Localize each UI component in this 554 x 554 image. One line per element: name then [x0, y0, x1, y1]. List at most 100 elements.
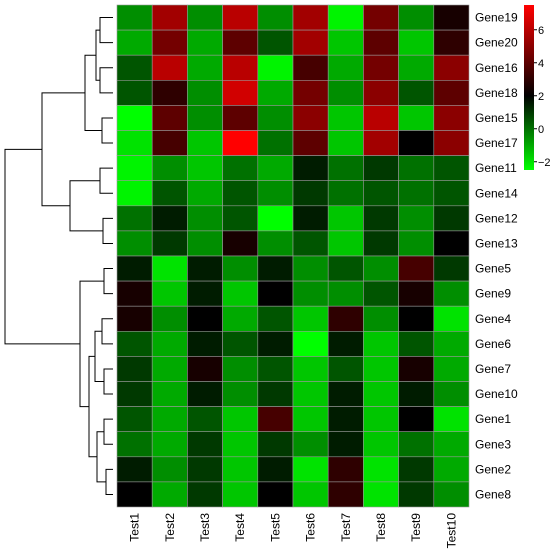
- heatmap-cell: [292, 54, 329, 81]
- column-label: Test7: [339, 513, 353, 542]
- heatmap-cell: [327, 255, 364, 282]
- heatmap-cell: [292, 205, 329, 232]
- heatmap-cell: [363, 255, 399, 282]
- heatmap-cell: [398, 230, 435, 257]
- heatmap-cell: [292, 431, 329, 458]
- heatmap-cell: [433, 431, 470, 458]
- heatmap-cell: [151, 406, 188, 433]
- heatmap-cell: [222, 406, 259, 433]
- heatmap-cell: [433, 381, 470, 407]
- heatmap-cell: [363, 356, 399, 382]
- row-label: Gene19: [475, 11, 518, 25]
- heatmap-cell: [222, 230, 259, 257]
- heatmap-cell: [363, 230, 399, 257]
- heatmap-cell: [433, 356, 470, 382]
- heatmap-cell: [327, 29, 364, 56]
- heatmap-cell: [116, 431, 153, 458]
- heatmap-cell: [116, 80, 153, 106]
- heatmap-cell: [433, 205, 470, 232]
- heatmap-cell: [257, 255, 294, 282]
- heatmap-cell: [187, 456, 223, 483]
- heatmap-cell: [222, 54, 259, 81]
- heatmap-cell: [433, 456, 470, 483]
- heatmap-cell: [398, 180, 435, 207]
- heatmap-cell: [187, 280, 223, 307]
- heatmap-cell: [222, 280, 259, 307]
- heatmap-cell: [116, 105, 153, 131]
- heatmap-cell: [363, 130, 399, 156]
- heatmap-cell: [327, 305, 364, 332]
- dendrogram-link: [88, 355, 97, 458]
- heatmap-cell: [398, 280, 435, 307]
- heatmap-cell: [398, 406, 435, 433]
- heatmap-cell: [363, 481, 399, 508]
- dendrogram-link: [79, 280, 104, 408]
- heatmap-cell: [151, 130, 188, 156]
- heatmap-cell: [257, 330, 294, 357]
- heatmap-cell: [187, 130, 223, 156]
- heatmap-cell: [292, 4, 329, 31]
- colorbar-legend: −2 0 2 4 6: [524, 5, 551, 170]
- heatmap-cell: [222, 431, 259, 458]
- heatmap-cell: [398, 305, 435, 332]
- heatmap-cell: [398, 80, 435, 106]
- heatmap-cell: [292, 105, 329, 131]
- heatmap-cell: [151, 80, 188, 106]
- heatmap-cell: [363, 80, 399, 106]
- heatmap-cell: [257, 456, 294, 483]
- heatmap-cell: [187, 29, 223, 56]
- heatmap-cell: [327, 481, 364, 508]
- heatmap-cell: [433, 130, 470, 156]
- heatmap-cell: [257, 280, 294, 307]
- heatmap-cell: [433, 280, 470, 307]
- heatmap-cell: [327, 280, 364, 307]
- row-label: Gene9: [475, 287, 511, 301]
- heatmap-cell: [151, 54, 188, 81]
- heatmap-cell: [222, 255, 259, 282]
- heatmap-cell: [187, 230, 223, 257]
- heatmap-cell: [222, 4, 259, 31]
- heatmap-cell: [257, 29, 294, 56]
- heatmap-cell: [257, 381, 294, 407]
- heatmap-cell: [257, 155, 294, 182]
- heatmap-cell: [433, 180, 470, 207]
- heatmap-cell: [151, 431, 188, 458]
- heatmap-cell: [363, 280, 399, 307]
- heatmap-cell: [187, 105, 223, 131]
- heatmap-cell: [187, 356, 223, 382]
- heatmap-cell: [292, 456, 329, 483]
- heatmap-cell: [257, 230, 294, 257]
- heatmap-cell: [151, 381, 188, 407]
- heatmap-cell: [222, 356, 259, 382]
- heatmap-cell: [257, 54, 294, 81]
- heatmap-cell: [327, 406, 364, 433]
- heatmap-cell: [222, 456, 259, 483]
- heatmap-cell: [116, 406, 153, 433]
- row-label: Gene20: [475, 36, 518, 50]
- heatmap-cell: [257, 356, 294, 382]
- heatmap-cell: [433, 80, 470, 106]
- heatmap-cell: [116, 305, 153, 332]
- heatmap-cell: [327, 80, 364, 106]
- heatmap-cell: [187, 255, 223, 282]
- heatmap-cell: [433, 406, 470, 433]
- heatmap-cell: [398, 155, 435, 182]
- column-label: Test3: [198, 513, 212, 542]
- heatmap-cell: [363, 431, 399, 458]
- heatmap-cell: [116, 180, 153, 207]
- heatmap-cell: [222, 305, 259, 332]
- heatmap-cell: [116, 481, 153, 508]
- heatmap-cell: [151, 4, 188, 31]
- heatmap-cell: [292, 155, 329, 182]
- heatmap-cell: [327, 381, 364, 407]
- heatmap-cell: [292, 29, 329, 56]
- heatmap-cell: [433, 305, 470, 332]
- heatmap-cell: [433, 29, 470, 56]
- heatmap-cell: [222, 330, 259, 357]
- heatmap-cell: [257, 180, 294, 207]
- row-label: Gene13: [475, 236, 518, 250]
- heatmap-cell: [327, 54, 364, 81]
- dendrogram-link: [95, 29, 100, 81]
- heatmap-cell: [257, 130, 294, 156]
- heatmap-cell: [116, 54, 153, 81]
